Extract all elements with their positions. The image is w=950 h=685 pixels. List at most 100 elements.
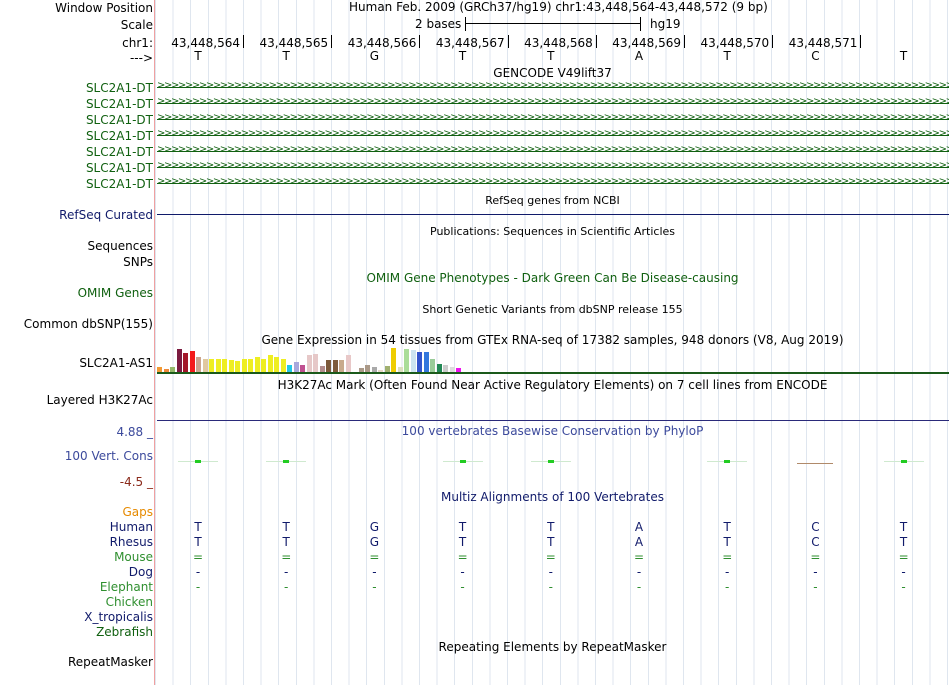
- cons-positive-mark[interactable]: [195, 460, 201, 463]
- gtex-tissue-bar[interactable]: [436, 363, 442, 372]
- gtex-tissue-bar[interactable]: [248, 358, 254, 372]
- gtex-tissue-bar[interactable]: [189, 350, 195, 372]
- omim-label[interactable]: OMIM Genes: [77, 286, 153, 300]
- multiz-species-label[interactable]: Dog: [128, 565, 153, 579]
- gtex-tissue-bar[interactable]: [443, 364, 449, 372]
- cons-positive-mark[interactable]: [283, 460, 290, 463]
- h3k27ac-label[interactable]: Layered H3K27Ac: [46, 393, 153, 407]
- refseq-track-line[interactable]: [157, 214, 949, 215]
- gtex-tissue-bar[interactable]: [170, 366, 176, 372]
- repeat-title[interactable]: Repeating Elements by RepeatMasker: [438, 640, 667, 654]
- gtex-tissue-bar[interactable]: [274, 357, 280, 372]
- position-ruler[interactable]: 43,448,564 43,448,565 43,448,566 43,448,567…: [155, 34, 950, 50]
- pubs-sequences-label[interactable]: Sequences: [87, 239, 153, 253]
- cons-label[interactable]: 100 Vert. Cons: [64, 449, 153, 463]
- gtex-tissue-bar[interactable]: [397, 367, 403, 372]
- gtex-tissue-bar[interactable]: [183, 353, 189, 372]
- gtex-tissue-bar[interactable]: [293, 362, 299, 372]
- gtex-title[interactable]: Gene Expression in 54 tissues from GTEx …: [261, 333, 844, 347]
- gencode-transcript-track[interactable]: [157, 183, 949, 184]
- gencode-transcript-track[interactable]: [157, 119, 949, 120]
- pubs-title[interactable]: Publications: Sequences in Scientific Ar…: [430, 225, 675, 238]
- cons-positive-mark[interactable]: [900, 460, 907, 463]
- gtex-tissue-bar[interactable]: [332, 360, 338, 372]
- cons-track[interactable]: [155, 455, 950, 467]
- gtex-tissue-bar[interactable]: [313, 354, 319, 372]
- gtex-tissue-bar[interactable]: [417, 351, 423, 372]
- gtex-tissue-bar[interactable]: [423, 351, 429, 372]
- omim-title[interactable]: OMIM Gene Phenotypes - Dark Green Can Be…: [366, 271, 739, 285]
- multiz-species-label[interactable]: Chicken: [105, 595, 153, 609]
- gtex-tissue-bar[interactable]: [209, 358, 215, 372]
- gtex-tissue-bar[interactable]: [339, 360, 345, 372]
- gtex-tissue-bar[interactable]: [241, 358, 247, 372]
- gencode-transcript-track[interactable]: [157, 151, 949, 152]
- gtex-tissue-bar[interactable]: [215, 358, 221, 372]
- gencode-transcript-label[interactable]: SLC2A1-DT: [85, 145, 153, 159]
- gtex-label[interactable]: SLC2A1-AS1: [79, 356, 153, 370]
- gtex-tissue-bar[interactable]: [404, 349, 410, 372]
- gtex-tissue-bar[interactable]: [358, 368, 364, 372]
- multiz-species-label[interactable]: Human: [109, 520, 153, 534]
- gtex-tissue-bar[interactable]: [410, 350, 416, 372]
- gencode-transcript-label[interactable]: SLC2A1-DT: [85, 129, 153, 143]
- dbsnp-title[interactable]: Short Genetic Variants from dbSNP releas…: [422, 303, 683, 316]
- gtex-tissue-bar[interactable]: [371, 367, 377, 372]
- gencode-transcript-label[interactable]: SLC2A1-DT: [85, 177, 153, 191]
- refseq-title[interactable]: RefSeq genes from NCBI: [485, 194, 620, 207]
- gencode-transcript-track[interactable]: [157, 167, 949, 168]
- gtex-tissue-bar[interactable]: [267, 355, 273, 372]
- gencode-transcript-track[interactable]: [157, 103, 949, 104]
- gtex-tissue-bar[interactable]: [176, 349, 182, 372]
- pubs-snps-label[interactable]: SNPs: [123, 255, 153, 269]
- gtex-tissue-bar[interactable]: [319, 366, 325, 372]
- cons-positive-mark[interactable]: [547, 460, 554, 463]
- gencode-title[interactable]: GENCODE V49lift37: [493, 66, 612, 80]
- multiz-title[interactable]: Multiz Alignments of 100 Vertebrates: [440, 490, 665, 504]
- h3k27ac-title[interactable]: H3K27Ac Mark (Often Found Near Active Re…: [277, 378, 828, 392]
- cons-title[interactable]: 100 vertebrates Basewise Conservation by…: [401, 424, 704, 438]
- multiz-species-label[interactable]: Zebrafish: [96, 625, 153, 639]
- gtex-tissue-bar[interactable]: [326, 360, 332, 372]
- gtex-bar-chart[interactable]: [157, 348, 949, 372]
- repeat-label[interactable]: RepeatMasker: [67, 655, 153, 669]
- gtex-tissue-bar[interactable]: [345, 355, 351, 372]
- ruler-position: 43,448,564: [171, 36, 240, 50]
- cons-positive-mark[interactable]: [459, 460, 466, 463]
- multiz-species-label[interactable]: Elephant: [99, 580, 153, 594]
- gtex-tissue-bar[interactable]: [222, 358, 228, 372]
- gtex-tissue-bar[interactable]: [430, 358, 436, 372]
- gtex-tissue-bar[interactable]: [378, 369, 384, 372]
- gtex-tissue-bar[interactable]: [163, 369, 169, 372]
- gencode-transcript-label[interactable]: SLC2A1-DT: [85, 161, 153, 175]
- gtex-tissue-bar[interactable]: [300, 364, 306, 372]
- gencode-transcript-track[interactable]: [157, 135, 949, 136]
- window-position-text[interactable]: Human Feb. 2009 (GRCh37/hg19) chr1:43,44…: [349, 0, 768, 14]
- gtex-tissue-bar[interactable]: [306, 355, 312, 372]
- multiz-species-label[interactable]: Rhesus: [109, 535, 153, 549]
- gtex-tissue-bar[interactable]: [456, 367, 462, 372]
- multiz-species-label[interactable]: X_tropicalis: [84, 610, 153, 624]
- gtex-tissue-bar[interactable]: [287, 364, 293, 372]
- refseq-label[interactable]: RefSeq Curated: [59, 208, 153, 222]
- gtex-tissue-bar[interactable]: [449, 367, 455, 372]
- cons-negative-mark[interactable]: [797, 463, 834, 464]
- gtex-tissue-bar[interactable]: [202, 358, 208, 372]
- gencode-transcript-label[interactable]: SLC2A1-DT: [85, 97, 153, 111]
- gtex-tissue-bar[interactable]: [196, 357, 202, 372]
- gtex-tissue-bar[interactable]: [228, 360, 234, 372]
- multiz-species-label[interactable]: Mouse: [114, 550, 153, 564]
- gtex-tissue-bar[interactable]: [391, 348, 397, 372]
- gtex-tissue-bar[interactable]: [157, 367, 163, 372]
- gtex-tissue-bar[interactable]: [280, 358, 286, 372]
- gtex-tissue-bar[interactable]: [235, 361, 241, 372]
- gencode-transcript-label[interactable]: SLC2A1-DT: [85, 113, 153, 127]
- gencode-transcript-label[interactable]: SLC2A1-DT: [85, 81, 153, 95]
- cons-positive-mark[interactable]: [724, 460, 731, 463]
- dbsnp-label[interactable]: Common dbSNP(155): [23, 317, 153, 331]
- gencode-transcript-track[interactable]: [157, 87, 949, 88]
- gtex-tissue-bar[interactable]: [261, 358, 267, 372]
- gtex-tissue-bar[interactable]: [384, 366, 390, 372]
- gtex-tissue-bar[interactable]: [254, 357, 260, 372]
- gtex-tissue-bar[interactable]: [365, 364, 371, 372]
